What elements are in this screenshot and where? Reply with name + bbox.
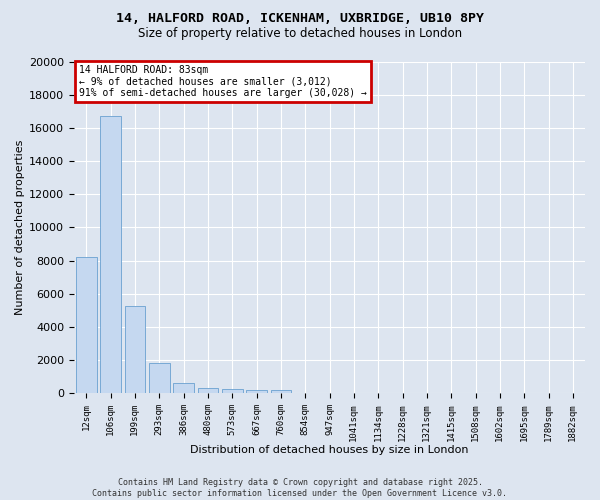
Text: Contains HM Land Registry data © Crown copyright and database right 2025.
Contai: Contains HM Land Registry data © Crown c… [92,478,508,498]
Bar [149,363,170,394]
Bar [100,116,121,394]
Bar [125,306,145,394]
Text: 14, HALFORD ROAD, ICKENHAM, UXBRIDGE, UB10 8PY: 14, HALFORD ROAD, ICKENHAM, UXBRIDGE, UB… [116,12,484,26]
Text: 14 HALFORD ROAD: 83sqm
← 9% of detached houses are smaller (3,012)
91% of semi-d: 14 HALFORD ROAD: 83sqm ← 9% of detached … [79,65,367,98]
Bar [222,389,242,394]
Y-axis label: Number of detached properties: Number of detached properties [15,140,25,315]
Bar [271,390,291,394]
Bar [173,382,194,394]
Bar [246,390,267,394]
Bar [197,388,218,394]
X-axis label: Distribution of detached houses by size in London: Distribution of detached houses by size … [190,445,469,455]
Bar [76,258,97,394]
Text: Size of property relative to detached houses in London: Size of property relative to detached ho… [138,28,462,40]
